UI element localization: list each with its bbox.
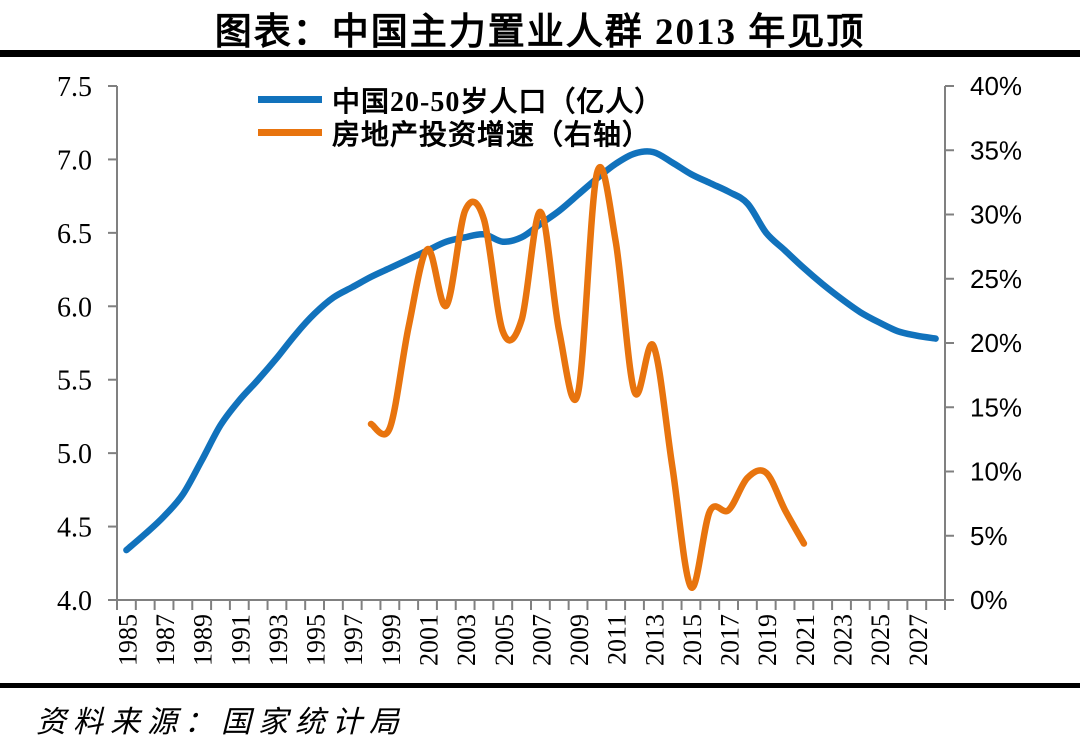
left-axis-tick-label: 4.5 — [57, 513, 92, 544]
x-axis-year-label: 2021 — [791, 614, 820, 666]
right-axis-tick-label: 30% — [970, 200, 1022, 230]
left-axis-tick-label: 5.0 — [57, 439, 92, 470]
x-axis-year-label: 1989 — [189, 614, 218, 666]
chart-legend: 中国20-50岁人口（亿人） 房地产投资增速（右轴） — [258, 83, 663, 151]
x-axis-year-label: 2027 — [904, 614, 933, 666]
chart-title: 图表：中国主力置业人群 2013 年见顶 — [214, 12, 866, 53]
legend-label-investment: 房地产投资增速（右轴） — [332, 119, 652, 151]
investment-line-swatch — [258, 129, 322, 136]
right-axis-tick-label: 40% — [970, 71, 1022, 101]
left-axis-tick-label: 7.5 — [57, 72, 92, 103]
source-note: 资料来源：国家统计局 — [36, 706, 406, 739]
right-axis-tick-label: 35% — [970, 135, 1022, 165]
axis-frame — [116, 86, 946, 601]
x-axis-year-label: 1991 — [226, 614, 255, 666]
x-axis-year-label: 1987 — [151, 614, 180, 666]
x-axis-year-label: 1997 — [339, 614, 368, 666]
right-axis-tick-label: 15% — [970, 392, 1022, 422]
x-axis-year-label: 2013 — [640, 614, 669, 666]
legend-label-population: 中国20-50岁人口（亿人） — [332, 86, 664, 118]
right-axis-tick-label: 25% — [970, 264, 1022, 294]
left-axis-tick-label: 5.5 — [57, 366, 92, 397]
x-axis-year-label: 2005 — [490, 614, 519, 666]
x-axis-year-label: 2009 — [565, 614, 594, 666]
left-axis-tick-label: 4.0 — [57, 586, 92, 617]
x-axis-year-label: 2023 — [829, 614, 858, 666]
x-axis-year-label: 1985 — [113, 614, 142, 666]
population-line-swatch — [258, 96, 322, 103]
investment-line — [367, 163, 808, 591]
legend-item-investment: 房地产投资增速（右轴） — [258, 116, 663, 151]
right-axis-tick-label: 5% — [970, 521, 1008, 551]
right-axis-tick-label: 10% — [970, 457, 1022, 487]
right-axis-tick-label: 0% — [970, 585, 1008, 615]
x-axis-year-label: 2015 — [678, 614, 707, 666]
x-axis-year-label: 2025 — [866, 614, 895, 666]
x-axis-year-label: 2017 — [716, 614, 745, 666]
title-divider — [0, 50, 1080, 57]
population-line — [123, 148, 939, 554]
left-axis-tick-label: 6.5 — [57, 219, 92, 250]
left-axis-tick-label: 7.0 — [57, 145, 92, 176]
x-axis-year-label: 1995 — [302, 614, 331, 666]
legend-item-population: 中国20-50岁人口（亿人） — [258, 83, 663, 118]
x-axis-year-label: 2001 — [415, 614, 444, 666]
x-axis-year-label: 2019 — [753, 614, 782, 666]
x-axis-year-label: 2011 — [603, 614, 632, 665]
x-axis-year-label: 2003 — [452, 614, 481, 666]
footer-divider — [0, 683, 1080, 688]
x-axis-year-label: 1999 — [377, 614, 406, 666]
right-axis-tick-label: 20% — [970, 328, 1022, 358]
x-axis-year-label: 2007 — [527, 614, 556, 666]
x-axis-year-label: 1993 — [264, 614, 293, 666]
left-axis-tick-label: 6.0 — [57, 292, 92, 323]
